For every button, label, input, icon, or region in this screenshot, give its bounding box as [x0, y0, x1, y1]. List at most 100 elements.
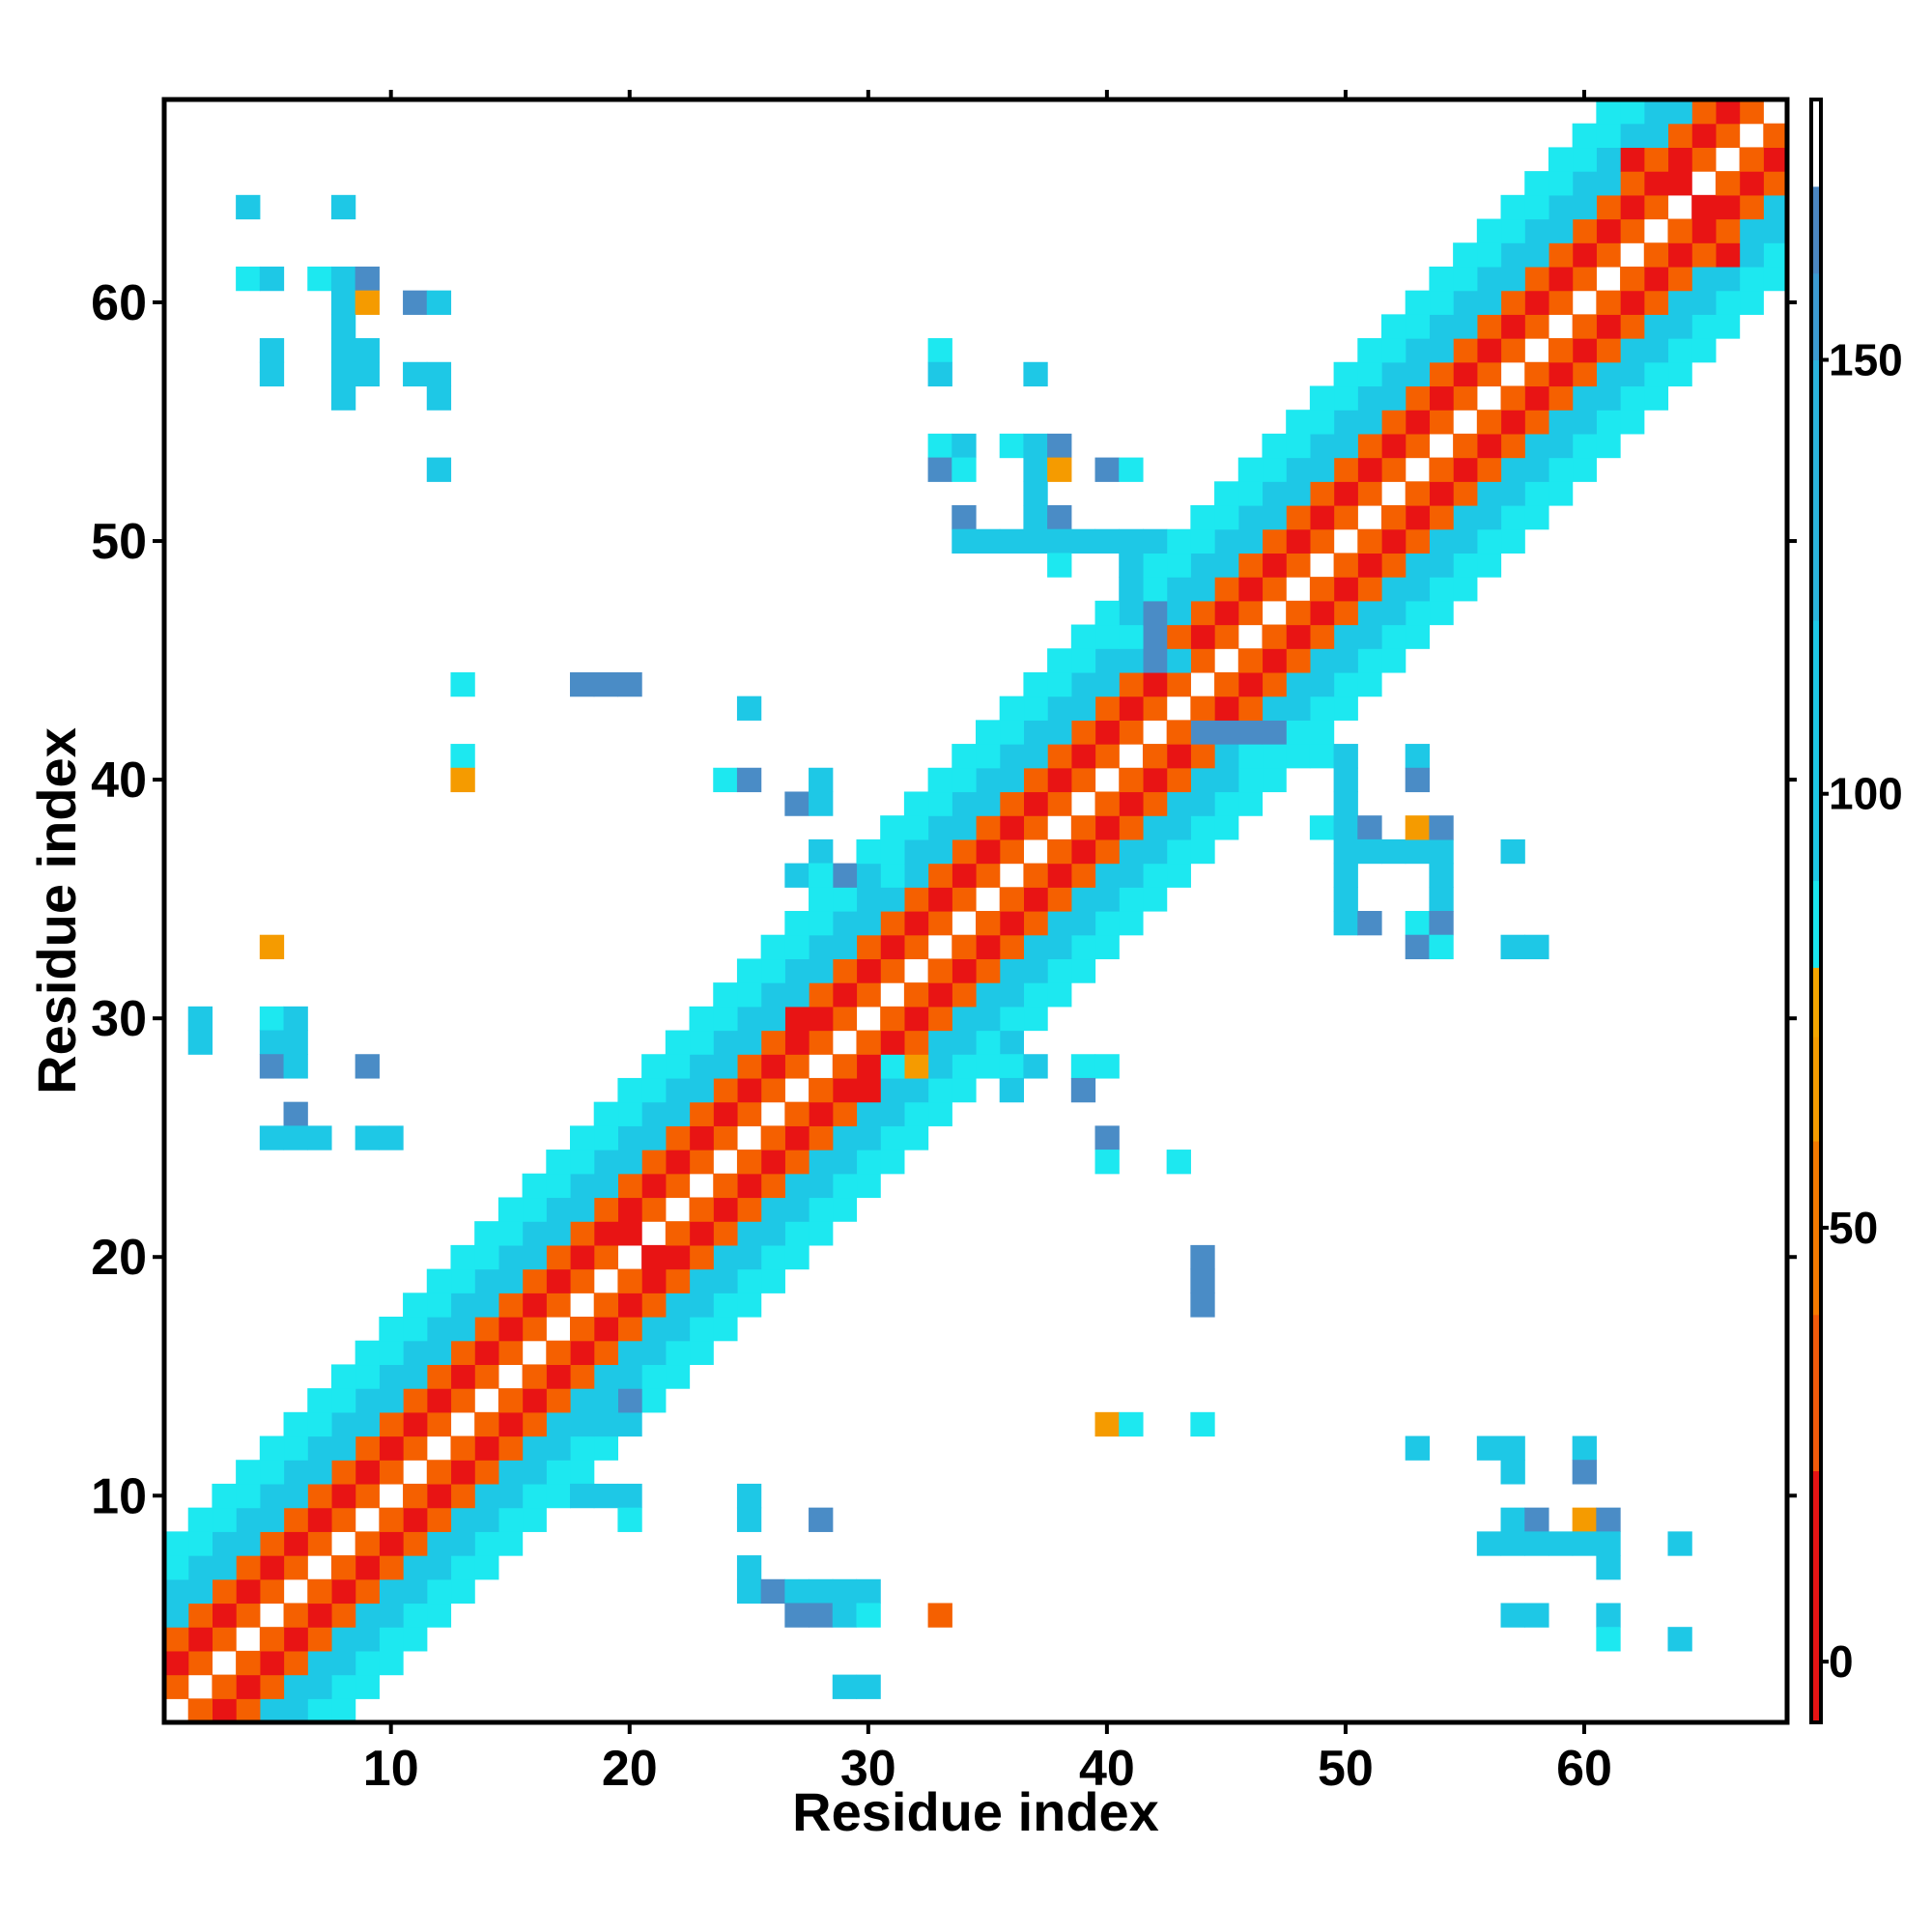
heatmap-cell [1237, 744, 1264, 769]
heatmap-cell [999, 838, 1025, 865]
heatmap-cell [379, 1435, 404, 1461]
heatmap-cell [617, 1101, 642, 1126]
heatmap-cell [713, 1197, 738, 1222]
heatmap-cell [1190, 528, 1215, 554]
heatmap-cell [856, 958, 881, 983]
heatmap-cell [856, 1578, 881, 1605]
heatmap-cell [236, 1674, 261, 1699]
heatmap-cell [1047, 982, 1072, 1008]
heatmap-cell [1142, 624, 1168, 649]
heatmap-cell [1214, 720, 1239, 745]
heatmap-cell [617, 1388, 642, 1413]
heatmap-cell [927, 863, 952, 888]
heatmap-cell [1500, 838, 1525, 865]
heatmap-cell [641, 1173, 667, 1199]
heatmap-cell [1405, 361, 1431, 387]
heatmap-cell [164, 1650, 189, 1676]
heatmap-cell [1763, 123, 1788, 149]
heatmap-cell [736, 1555, 762, 1580]
heatmap-cell [927, 982, 952, 1008]
heatmap-cell [355, 1364, 380, 1389]
heatmap-cell [736, 1030, 762, 1055]
heatmap-cell [1357, 457, 1382, 482]
heatmap-cell [426, 1578, 452, 1605]
heatmap-cell [1262, 648, 1287, 673]
heatmap-cell [1237, 577, 1264, 602]
heatmap-cell [450, 1268, 475, 1293]
heatmap-cell [809, 1197, 834, 1222]
heatmap-cell [1620, 314, 1645, 339]
heatmap-cell [187, 1507, 213, 1532]
heatmap-cell [832, 1578, 858, 1605]
heatmap-cell [426, 1268, 452, 1293]
heatmap-cell [546, 1293, 571, 1318]
heatmap-cell [1023, 1054, 1048, 1079]
heatmap-cell [1214, 553, 1239, 578]
heatmap-cell [1476, 290, 1502, 315]
heatmap-cell [999, 887, 1025, 912]
heatmap-cell [164, 1674, 189, 1699]
heatmap-cell [1524, 194, 1549, 220]
heatmap-cell [1119, 624, 1144, 649]
heatmap-cell [1166, 600, 1191, 626]
heatmap-cell [1286, 671, 1311, 697]
heatmap-cell [1309, 577, 1335, 602]
heatmap-cell [1357, 553, 1382, 578]
heatmap-cell [164, 1531, 189, 1556]
heatmap-cell [1381, 314, 1406, 339]
heatmap-cell [1405, 744, 1431, 769]
heatmap-cell [1190, 577, 1215, 602]
heatmap-cell [307, 1435, 332, 1461]
heatmap-cell [1166, 1150, 1191, 1175]
heatmap-cell [330, 1578, 356, 1605]
heatmap-cell [236, 266, 261, 292]
heatmap-cell [856, 1101, 881, 1126]
heatmap-cell [1047, 863, 1072, 888]
heatmap-cell [976, 791, 1001, 816]
heatmap-cell [593, 1197, 619, 1222]
heatmap-cell [927, 457, 952, 482]
heatmap-cell [1715, 194, 1741, 220]
heatmap-cell [1142, 838, 1168, 865]
heatmap-cell [999, 696, 1025, 721]
heatmap-cell [1381, 838, 1406, 865]
heatmap-cell [1405, 528, 1431, 554]
heatmap-cell [1691, 123, 1717, 149]
heatmap-cell [1715, 266, 1741, 292]
heatmap-cell [187, 1030, 213, 1055]
heatmap-cell [1166, 577, 1191, 602]
heatmap-cell [1119, 887, 1144, 912]
heatmap-cell [856, 1125, 881, 1151]
heatmap-cell [952, 958, 977, 983]
heatmap-cell [497, 1268, 524, 1293]
heatmap-cell [1596, 1507, 1621, 1532]
heatmap-cell [1023, 528, 1048, 554]
heatmap-cell [403, 1364, 428, 1389]
heatmap-cell [952, 887, 977, 912]
heatmap-cell [1190, 1411, 1215, 1437]
heatmap-cell [1119, 838, 1144, 865]
heatmap-cell [1262, 671, 1287, 697]
heatmap-cell [1524, 218, 1549, 243]
heatmap-cell [403, 1483, 428, 1509]
heatmap-cell [1405, 600, 1431, 626]
heatmap-cell [474, 1268, 499, 1293]
heatmap-cell [283, 1603, 308, 1628]
heatmap-cell [1500, 1435, 1525, 1461]
heatmap-cell [952, 457, 977, 482]
heatmap-cell [330, 1650, 356, 1676]
heatmap-cell [1119, 600, 1144, 626]
heatmap-cell [1429, 577, 1454, 602]
heatmap-cell [330, 1460, 356, 1485]
heatmap-cell [952, 815, 977, 840]
heatmap-cell [1070, 720, 1096, 745]
heatmap-cell [1190, 553, 1215, 578]
heatmap-cell [1643, 361, 1669, 387]
heatmap-cell [689, 1340, 714, 1366]
heatmap-cell [1691, 99, 1717, 125]
heatmap-cell [760, 1125, 785, 1151]
heatmap-cell [1405, 410, 1431, 435]
heatmap-cell [856, 1150, 881, 1175]
heatmap-cell [999, 1077, 1025, 1103]
heatmap-cell [832, 1603, 858, 1628]
